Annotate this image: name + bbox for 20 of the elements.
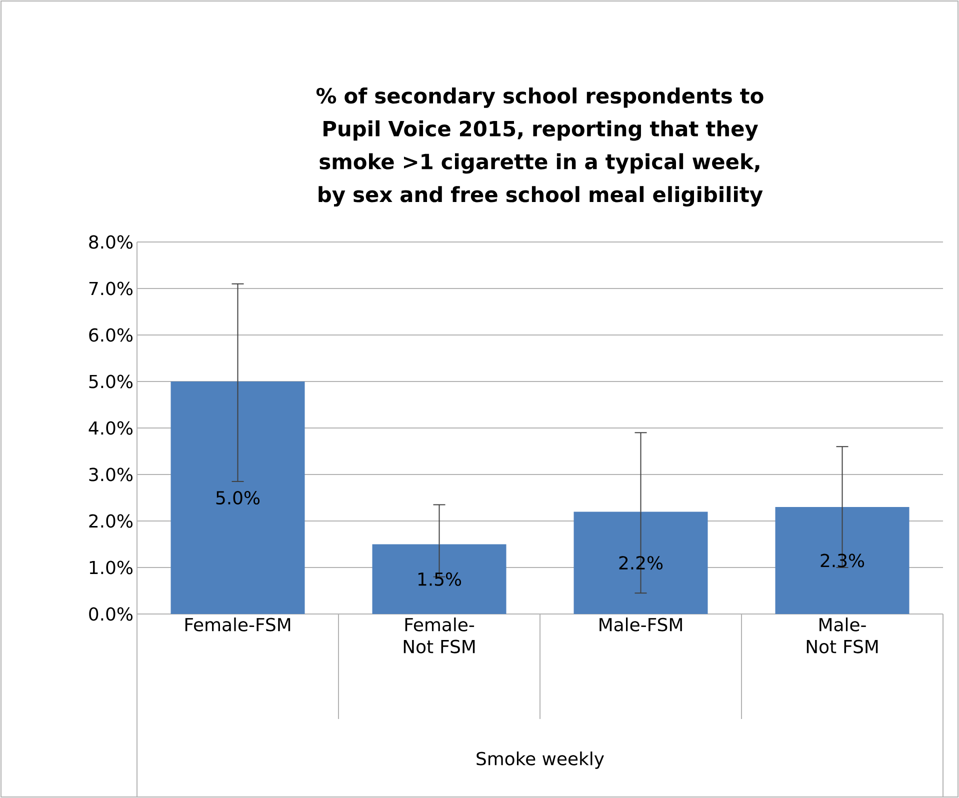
y-tick-label: 2.0%: [89, 514, 132, 528]
chart-title: % of secondary school respondents to Pupil Voice 2015, reporting that they smoke >1 cigarette in a typical week, by sex and free school meal eligibility: [316, 87, 764, 207]
y-tick-label: 6.0%: [89, 328, 132, 342]
x-tick-label: Male-Not FSM: [806, 618, 878, 654]
y-tick-label: 7.0%: [89, 282, 132, 296]
x-tick-label: Female-Not FSM: [404, 618, 475, 654]
bar: [372, 544, 506, 614]
bar: [775, 507, 910, 614]
data-label: 1.5%: [418, 572, 462, 586]
x-tick-label: Female-FSM: [185, 618, 290, 632]
x-tick-label: Male-FSM: [600, 618, 682, 632]
y-tick-label: 8.0%: [89, 235, 132, 249]
y-tick-label: 1.0%: [90, 560, 132, 574]
bar: [170, 382, 305, 614]
y-tick-label: 0.0%: [89, 607, 132, 621]
y-tick-label: 3.0%: [89, 468, 132, 482]
y-tick-label: 5.0%: [89, 374, 132, 388]
text: Smoke weekly: [476, 752, 604, 769]
data-label: 5.0%: [216, 490, 260, 505]
y-tick-label: 4.0%: [88, 421, 132, 435]
